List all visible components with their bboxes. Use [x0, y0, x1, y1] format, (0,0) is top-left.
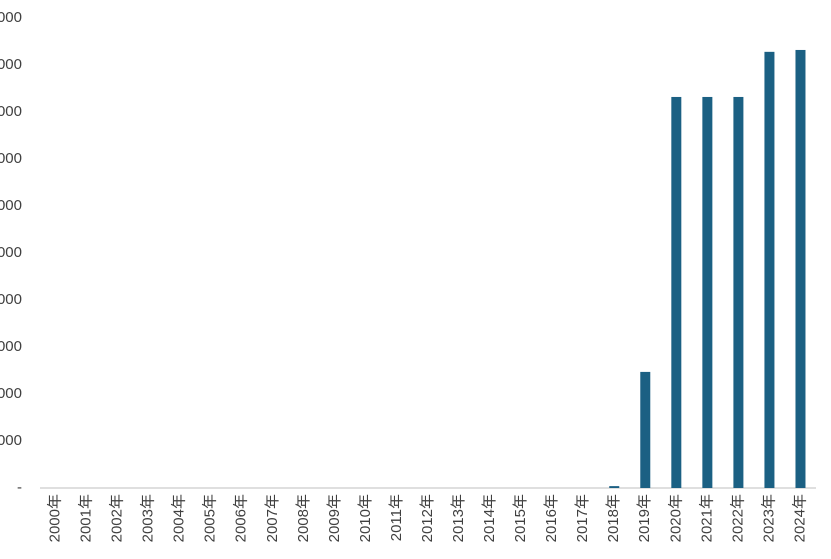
- x-tick-label: 2000年: [46, 494, 63, 542]
- x-tick-label: 2021年: [698, 494, 715, 542]
- x-tick-label: 2009年: [326, 494, 343, 542]
- x-tick-label: 2010年: [357, 494, 374, 542]
- x-tick-label: 2023年: [760, 494, 777, 542]
- x-tick-label: 2006年: [233, 494, 250, 542]
- y-tick-label: 9,000: [0, 56, 22, 73]
- x-tick-label: 2005年: [202, 494, 219, 542]
- y-tick-label: 10,000: [0, 9, 22, 26]
- y-tick-label: 8,000: [0, 103, 22, 120]
- bar: [640, 371, 651, 488]
- x-tick-label: 2002年: [109, 494, 126, 542]
- x-tick-label: 2014年: [481, 494, 498, 542]
- x-tick-label: 2004年: [171, 494, 188, 542]
- x-tick-label: 2013年: [450, 494, 467, 542]
- x-tick-label: 2008年: [295, 494, 312, 542]
- x-tick-label: 2019年: [636, 494, 653, 542]
- y-tick-label: 2,000: [0, 385, 22, 402]
- bar: [702, 96, 713, 489]
- bar: [671, 96, 682, 489]
- bar: [795, 49, 806, 489]
- x-tick-label: 2003年: [140, 494, 157, 542]
- y-tick-label: 4,000: [0, 291, 22, 308]
- x-tick-label: 2015年: [512, 494, 529, 542]
- bar: [609, 486, 620, 488]
- bar: [764, 51, 775, 489]
- y-tick-label: 7,000: [0, 150, 22, 167]
- x-tick-label: 2007年: [264, 494, 281, 542]
- bar: [733, 96, 744, 489]
- y-tick-label: 6,000: [0, 197, 22, 214]
- x-tick-label: 2024年: [791, 494, 808, 542]
- x-tick-label: 2020年: [667, 494, 684, 542]
- x-tick-label: 2001年: [78, 494, 95, 542]
- y-tick-label: 3,000: [0, 338, 22, 355]
- x-tick-label: 2012年: [419, 494, 436, 542]
- y-tick-label: -: [17, 479, 22, 496]
- x-tick-label: 2017年: [574, 494, 591, 542]
- x-tick-label: 2022年: [729, 494, 746, 542]
- x-tick-label: 2018年: [605, 494, 622, 542]
- x-tick-label: 2016年: [543, 494, 560, 542]
- y-tick-label: 1,000: [0, 432, 22, 449]
- x-tick-label: 2011年: [388, 494, 405, 541]
- y-tick-label: 5,000: [0, 244, 22, 261]
